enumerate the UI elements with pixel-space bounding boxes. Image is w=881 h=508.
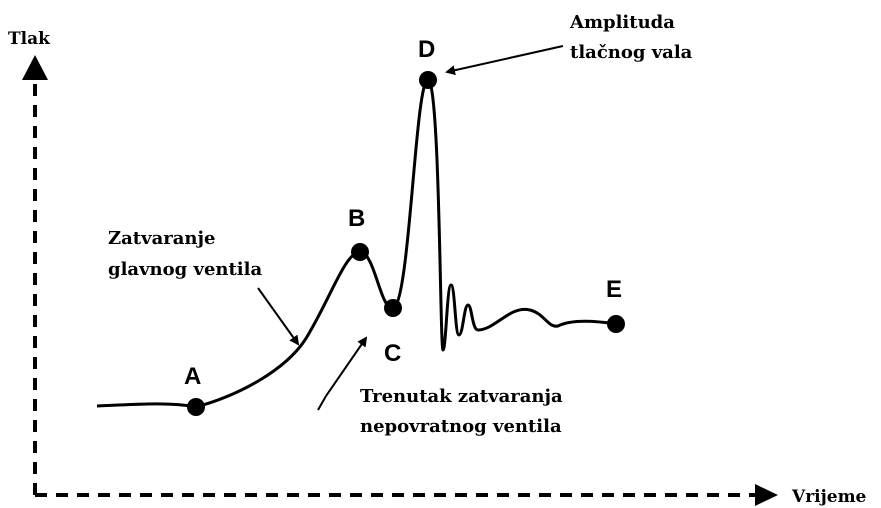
point-d [419, 71, 437, 89]
annotation: Trenutak zatvaranja [360, 386, 563, 407]
point-a [187, 398, 205, 416]
arrow [257, 287, 300, 346]
point-label: B [348, 205, 365, 232]
annotation: Zatvaranje [108, 228, 215, 249]
annotation: nepovratnog ventila [360, 416, 562, 437]
annotation: tlačnog vala [570, 42, 693, 63]
annotation: Amplituda [569, 12, 675, 33]
x-axis-arrow [755, 484, 778, 506]
arrow [317, 336, 368, 411]
y-axis-arrow [22, 55, 48, 80]
arrow [445, 45, 564, 76]
point-label: C [384, 340, 401, 367]
point-c [384, 299, 402, 317]
point-label: A [184, 363, 201, 390]
point-label: D [418, 36, 435, 63]
x-axis-label: Vrijeme [791, 487, 867, 507]
point-label: E [606, 276, 622, 303]
annotation: glavnog ventila [108, 259, 262, 280]
point-e [607, 315, 625, 333]
y-axis-label: Tlak [8, 29, 51, 49]
point-b [351, 243, 369, 261]
pressure-curve [96, 78, 617, 409]
